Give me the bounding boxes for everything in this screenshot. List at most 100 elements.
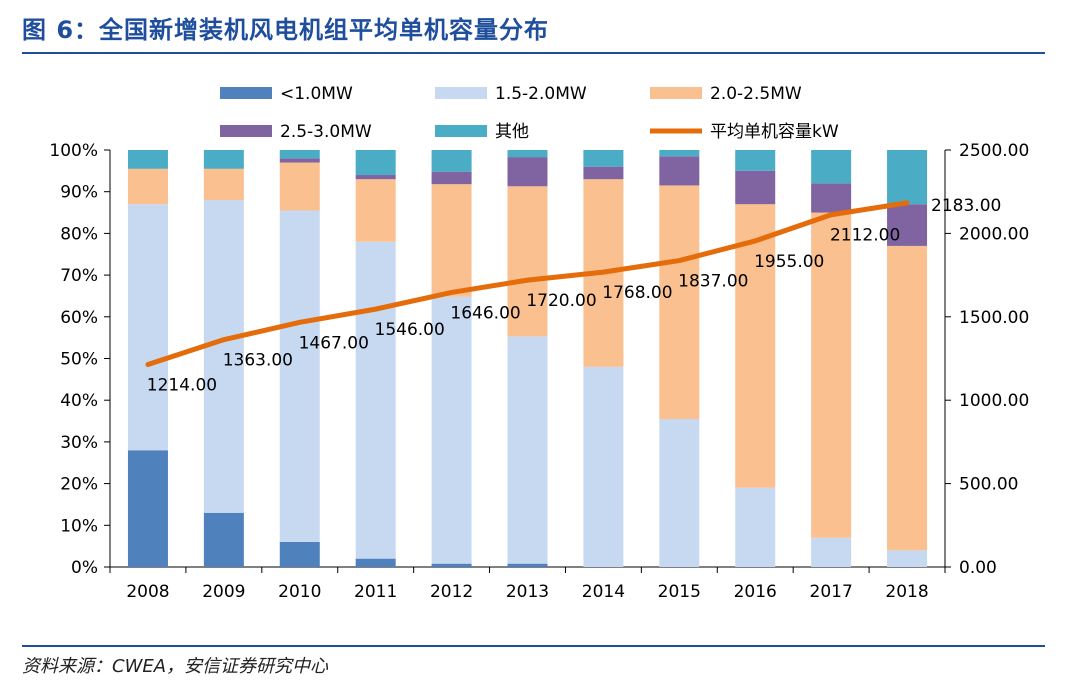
line-data-label: 1646.00	[450, 303, 520, 323]
bar-segment-2015-series5	[659, 150, 700, 157]
line-data-label: 1363.00	[223, 351, 293, 371]
x-tick-label: 2017	[810, 582, 853, 602]
bar-segment-2017-series2	[811, 537, 852, 567]
right-tick-label: 1000.00	[959, 391, 1029, 411]
bar-segment-2012-series1	[431, 563, 472, 567]
bar-segment-2016-series5	[735, 150, 776, 171]
bar-segment-2014-series5	[583, 150, 624, 167]
line-data-label: 1955.00	[754, 252, 824, 272]
x-tick-label: 2016	[734, 582, 777, 602]
bar-segment-2015-series2	[659, 418, 700, 567]
x-tick-label: 2013	[506, 582, 549, 602]
bar-segment-2013-series5	[507, 150, 548, 158]
bar-segment-2016-series3	[735, 204, 776, 488]
bar-segment-2010-series1	[279, 541, 320, 567]
figure-title: 图 6：全国新增装机风电机组平均单机容量分布	[22, 16, 550, 44]
left-tick-label: 50%	[60, 350, 98, 370]
bar-segment-2018-series5	[887, 150, 928, 205]
bar-segment-2017-series5	[811, 150, 852, 184]
legend-swatch-5	[435, 125, 487, 137]
title-rule	[22, 52, 1045, 54]
left-tick-label: 70%	[60, 266, 98, 286]
right-tick-label: 0.00	[959, 558, 997, 578]
bar-segment-2008-series2	[127, 204, 168, 451]
bar-segment-2015-series4	[659, 156, 700, 186]
bar-segment-2010-series4	[279, 158, 320, 163]
line-data-label: 1720.00	[526, 291, 596, 311]
legend-swatch-4	[220, 125, 272, 137]
line-data-label: 1837.00	[678, 272, 748, 292]
legend-swatch-2	[435, 87, 487, 99]
bar-segment-2018-series4	[887, 204, 928, 246]
bar-segment-2008-series3	[127, 168, 168, 205]
bar-segment-2013-series4	[507, 157, 548, 187]
bar-segment-2016-series2	[735, 487, 776, 567]
right-tick-label: 1500.00	[959, 308, 1029, 328]
bar-segment-2014-series4	[583, 166, 624, 180]
line-data-label: 1546.00	[375, 320, 445, 340]
legend-swatch-1	[220, 87, 272, 99]
line-data-label: 1214.00	[147, 376, 217, 396]
left-tick-label: 80%	[60, 224, 98, 244]
bar-segment-2013-series1	[507, 563, 548, 567]
right-tick-label: 2000.00	[959, 224, 1029, 244]
bar-segment-2009-series5	[203, 150, 244, 169]
left-tick-label: 40%	[60, 391, 98, 411]
x-tick-label: 2014	[582, 582, 625, 602]
x-tick-label: 2010	[278, 582, 321, 602]
bar-segment-2013-series3	[507, 186, 548, 337]
bar-segment-2010-series3	[279, 162, 320, 211]
bar-segment-2010-series2	[279, 210, 320, 542]
legend: <1.0MW 1.5-2.0MW 2.0-2.5MW 2.5-3.0MW 其他 平均单机容…	[220, 84, 839, 142]
chart: <1.0MW 1.5-2.0MW 2.0-2.5MW 2.5-3.0MW 其他 平均单机容…	[49, 84, 1029, 602]
bar-segment-2017-series3	[811, 212, 852, 538]
line-data-label: 2112.00	[830, 226, 900, 246]
right-tick-label: 2500.00	[959, 141, 1029, 161]
bar-segment-2008-series1	[127, 450, 168, 567]
bar-segment-2009-series2	[203, 200, 244, 513]
bar-segment-2013-series2	[507, 336, 548, 564]
bar-segment-2017-series4	[811, 183, 852, 213]
bar-segment-2016-series4	[735, 170, 776, 205]
left-tick-label: 60%	[60, 308, 98, 328]
bar-segment-2010-series5	[279, 150, 320, 159]
bar-segment-2009-series3	[203, 168, 244, 201]
bar-segment-2015-series3	[659, 185, 700, 419]
bar-segment-2014-series2	[583, 366, 624, 567]
left-tick-label: 0%	[71, 558, 98, 578]
legend-label: 平均单机容量kW	[710, 122, 839, 142]
x-tick-label: 2009	[202, 582, 245, 602]
left-tick-label: 100%	[49, 141, 98, 161]
line-data-label: 1467.00	[299, 333, 369, 353]
legend-label: 1.5-2.0MW	[495, 84, 587, 104]
axes: 0% 10% 20% 30% 40% 50% 60% 70% 80% 90% 100% 0.00 500…	[49, 141, 1029, 602]
x-tick-label: 2018	[885, 582, 928, 602]
left-tick-label: 10%	[60, 516, 98, 536]
source-note: 资料来源：CWEA，安信证券研究中心	[22, 656, 329, 677]
bar-segment-2011-series2	[355, 241, 396, 559]
line-data-label: 1768.00	[602, 283, 672, 303]
bar-segment-2011-series1	[355, 558, 396, 567]
bar-segment-2011-series3	[355, 179, 396, 242]
source-rule	[22, 645, 1045, 647]
legend-label: 2.0-2.5MW	[710, 84, 802, 104]
legend-label: 其他	[495, 122, 529, 142]
bar-segment-2012-series4	[431, 171, 472, 185]
x-tick-label: 2012	[430, 582, 473, 602]
left-tick-label: 20%	[60, 475, 98, 495]
bar-segment-2009-series1	[203, 512, 244, 567]
legend-label: 2.5-3.0MW	[280, 122, 372, 142]
bar-segment-2011-series5	[355, 150, 396, 176]
bar-segment-2012-series5	[431, 150, 472, 172]
bar-segment-2008-series5	[127, 150, 168, 169]
right-tick-label: 500.00	[959, 475, 1018, 495]
bar-segment-2018-series2	[887, 550, 928, 567]
x-tick-label: 2008	[126, 582, 169, 602]
bars	[127, 150, 928, 567]
legend-swatch-3	[650, 87, 702, 99]
line-data-label: 2183.00	[931, 196, 1001, 216]
bar-segment-2012-series2	[431, 296, 472, 564]
x-tick-label: 2011	[354, 582, 397, 602]
left-tick-label: 90%	[60, 183, 98, 203]
